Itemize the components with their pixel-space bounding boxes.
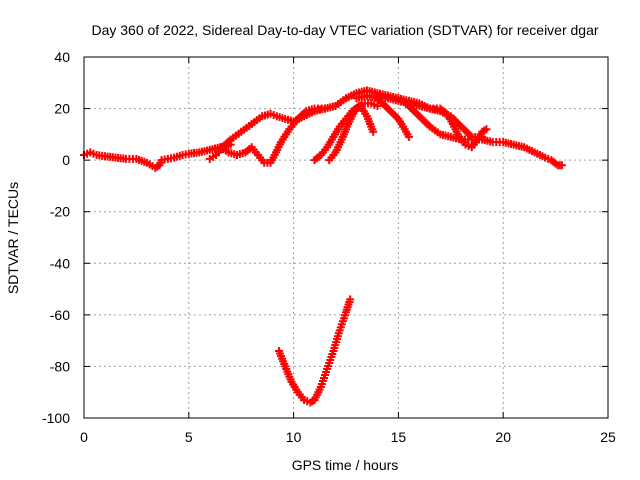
series-rise-2 <box>325 101 378 165</box>
series-tail-late <box>457 135 566 170</box>
series-baseline-early <box>80 140 235 172</box>
chart-title: Day 360 of 2022, Sidereal Day-to-day VTE… <box>91 22 598 38</box>
y-tick-label: -20 <box>50 204 70 220</box>
x-tick-label: 0 <box>80 429 88 445</box>
data-series <box>80 86 566 407</box>
data-point <box>373 101 382 110</box>
y-tick-label: -60 <box>50 307 70 323</box>
y-axis-ticks: -100 -80 -60 -40 -20 0 20 40 <box>42 49 608 426</box>
series-arch-2 <box>352 91 413 141</box>
data-point <box>482 125 491 134</box>
data-point <box>346 295 355 304</box>
x-tick-label: 5 <box>185 429 193 445</box>
y-axis-label: SDTVAR / TECUs <box>5 182 21 294</box>
series-wave-dip-2 <box>216 104 330 167</box>
data-point <box>321 104 330 113</box>
y-tick-label: 0 <box>62 152 70 168</box>
x-axis-ticks: 0 5 10 15 20 25 <box>80 57 616 445</box>
x-tick-label: 15 <box>391 429 407 445</box>
data-point <box>557 161 566 170</box>
y-tick-label: 20 <box>54 101 70 117</box>
data-point <box>404 132 413 141</box>
series-deep-dip <box>274 295 355 407</box>
x-axis-label: GPS time / hours <box>292 457 399 473</box>
y-tick-label: 40 <box>54 49 70 65</box>
y-tick-label: -80 <box>50 358 70 374</box>
series-arch-4 <box>394 94 491 152</box>
plot-frame <box>83 56 609 419</box>
y-tick-label: -100 <box>42 410 70 426</box>
x-tick-label: 20 <box>495 429 511 445</box>
data-point <box>369 127 378 136</box>
x-tick-label: 10 <box>286 429 302 445</box>
x-tick-label: 25 <box>600 429 616 445</box>
y-tick-label: -40 <box>50 255 70 271</box>
